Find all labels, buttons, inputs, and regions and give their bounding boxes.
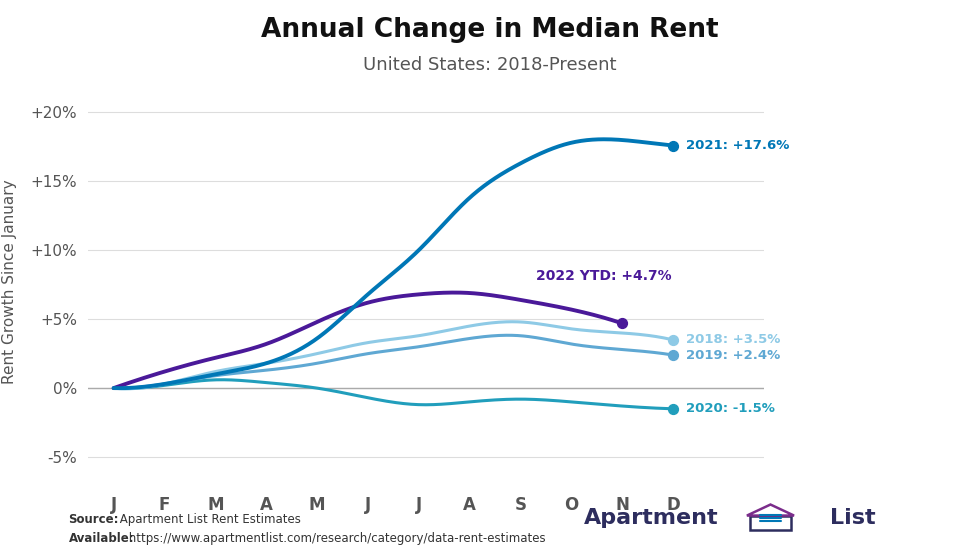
Text: Available:: Available:: [69, 532, 134, 545]
Point: [614, 319, 630, 328]
Text: Apartment List Rent Estimates: Apartment List Rent Estimates: [116, 514, 301, 526]
Point: [665, 141, 681, 150]
Text: 2022 YTD: +4.7%: 2022 YTD: +4.7%: [536, 270, 671, 284]
Text: https://www.apartmentlist.com/research/category/data-rent-estimates: https://www.apartmentlist.com/research/c…: [125, 532, 546, 545]
Text: 2018: +3.5%: 2018: +3.5%: [686, 333, 780, 346]
Point: [665, 350, 681, 359]
Point: [665, 404, 681, 413]
Y-axis label: Rent Growth Since January: Rent Growth Since January: [2, 179, 17, 384]
Text: United States: 2018-Present: United States: 2018-Present: [364, 56, 616, 74]
Text: Apartment: Apartment: [584, 508, 718, 528]
Text: 2020: -1.5%: 2020: -1.5%: [686, 402, 774, 416]
Text: 2021: +17.6%: 2021: +17.6%: [686, 139, 789, 152]
Text: Annual Change in Median Rent: Annual Change in Median Rent: [262, 17, 718, 43]
Point: [665, 335, 681, 344]
Text: Source:: Source:: [69, 514, 120, 526]
Text: List: List: [830, 508, 876, 528]
Text: 2019: +2.4%: 2019: +2.4%: [686, 349, 780, 361]
